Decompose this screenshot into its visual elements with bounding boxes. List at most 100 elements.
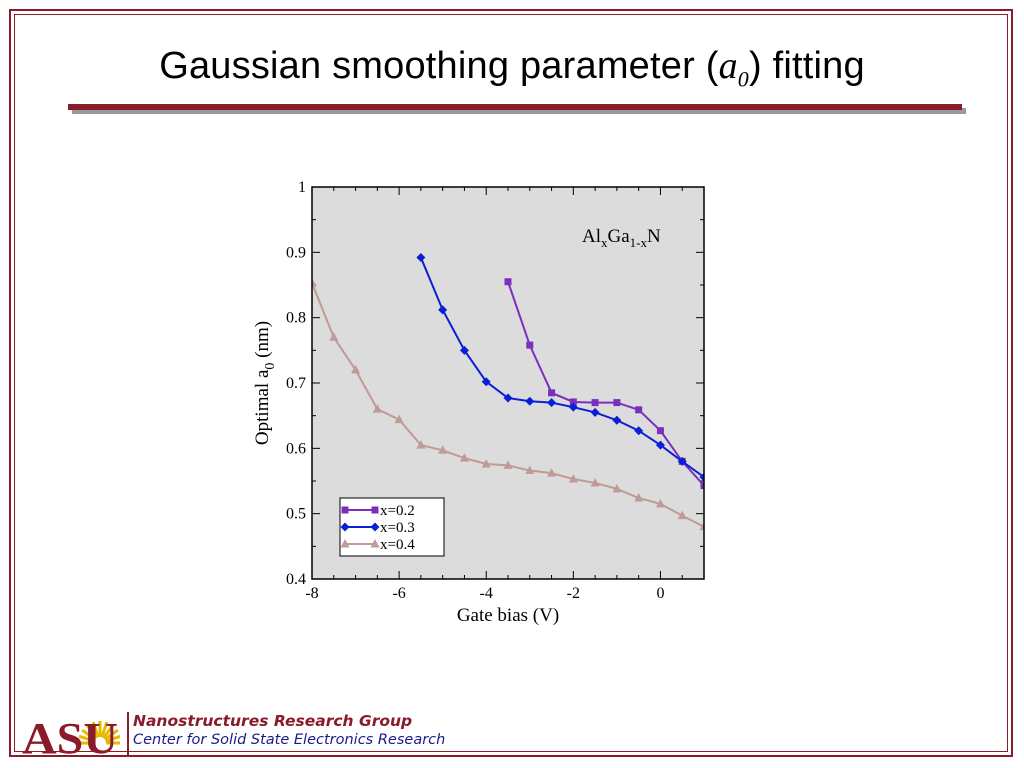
y-axis-label-start: Optimal a bbox=[252, 369, 273, 445]
logo-ray bbox=[81, 728, 97, 741]
logo-ray bbox=[78, 734, 95, 743]
slide-title-end: ) fitting bbox=[748, 45, 865, 87]
data-point bbox=[635, 406, 643, 414]
data-point bbox=[699, 521, 704, 531]
data-point bbox=[459, 345, 469, 355]
data-point bbox=[591, 399, 599, 407]
x-tick-label: -2 bbox=[567, 585, 580, 602]
data-point bbox=[525, 465, 535, 475]
data-point bbox=[590, 407, 600, 417]
data-point bbox=[547, 398, 557, 408]
title-symbol: a0 bbox=[718, 45, 749, 92]
legend-label: x=0.3 bbox=[380, 520, 415, 536]
data-point bbox=[329, 332, 339, 341]
title-symbol-sub: 0 bbox=[737, 66, 749, 92]
logo-ray bbox=[85, 724, 98, 740]
data-point bbox=[526, 341, 534, 349]
x-tick-label: 0 bbox=[656, 585, 664, 602]
title-symbol-base: a bbox=[718, 45, 738, 87]
logo-lettering: ASU bbox=[22, 714, 118, 755]
data-point bbox=[525, 396, 535, 406]
y-tick-label: 0.4 bbox=[286, 571, 306, 588]
footer-group-name: Nanostructures Research Group bbox=[133, 712, 413, 730]
data-point bbox=[612, 415, 622, 425]
annotation-part: 1-x bbox=[630, 235, 648, 250]
annotation-part: N bbox=[647, 226, 661, 247]
y-tick-label: 1 bbox=[298, 179, 306, 196]
slide-frame-inner bbox=[14, 14, 1008, 752]
annotation-part: Ga bbox=[608, 226, 631, 247]
annotation-part: Al bbox=[582, 226, 601, 247]
chart: -8 -6 -4 -2 0 0.4 0.5 0.6 0.7 0.8 0.9 1 Gate bias (V… bbox=[252, 179, 705, 626]
series-x-0-3 bbox=[416, 253, 704, 482]
plot-frame bbox=[311, 186, 705, 580]
data-point bbox=[656, 427, 664, 435]
y-tick-label: 0.8 bbox=[286, 310, 306, 327]
x-tick-label: -4 bbox=[480, 585, 493, 602]
y-tick-label: 0.6 bbox=[286, 440, 306, 457]
data-point bbox=[481, 459, 491, 468]
data-point bbox=[677, 456, 687, 466]
data-point bbox=[613, 399, 621, 407]
data-point bbox=[548, 389, 556, 397]
data-point bbox=[504, 278, 512, 286]
data-point bbox=[590, 477, 600, 487]
title-underline-shadow bbox=[72, 108, 966, 114]
logo-ray bbox=[105, 734, 120, 743]
y-axis-label: Optimal a0 (nm) bbox=[252, 321, 278, 445]
data-point bbox=[438, 445, 448, 454]
data-point bbox=[394, 414, 404, 424]
y-axis-label-sub: 0 bbox=[263, 363, 278, 370]
logo-ray bbox=[102, 724, 115, 740]
data-point bbox=[438, 305, 448, 315]
legend-marker bbox=[371, 506, 379, 514]
slide-title-start: Gaussian smoothing parameter ( bbox=[159, 45, 719, 87]
data-point bbox=[372, 404, 382, 413]
footer-divider bbox=[127, 712, 129, 756]
slide-title: Gaussian smoothing parameter (a0) fittin… bbox=[0, 44, 1024, 93]
data-point bbox=[416, 253, 426, 263]
data-point bbox=[568, 474, 578, 483]
data-point bbox=[503, 460, 513, 469]
legend-marker bbox=[341, 506, 349, 514]
data-point bbox=[655, 498, 665, 508]
x-axis-label: Gate bias (V) bbox=[457, 605, 559, 626]
x-tick-label: -6 bbox=[392, 585, 405, 602]
title-underline bbox=[68, 104, 962, 110]
logo-ray bbox=[103, 728, 119, 741]
y-tick-label: 0.7 bbox=[286, 375, 306, 392]
data-point bbox=[569, 398, 577, 406]
data-point bbox=[699, 472, 704, 482]
data-point bbox=[568, 402, 578, 412]
data-point bbox=[351, 364, 361, 374]
legend-label: x=0.4 bbox=[380, 537, 415, 553]
legend-label: x=0.2 bbox=[380, 503, 415, 519]
data-point bbox=[612, 483, 622, 493]
asu-logo: ASU bbox=[22, 714, 120, 755]
y-tick-label: 0.9 bbox=[286, 244, 306, 261]
data-point bbox=[503, 393, 513, 403]
logo-ray bbox=[91, 721, 100, 738]
legend-marker bbox=[340, 539, 350, 548]
data-point bbox=[634, 426, 644, 436]
data-point bbox=[655, 440, 665, 450]
chart-annotation: AlxGa1-xN bbox=[582, 226, 661, 250]
y-tick-label: 0.5 bbox=[286, 506, 306, 523]
series-line bbox=[507, 281, 704, 487]
data-point bbox=[481, 377, 491, 387]
data-point bbox=[459, 453, 469, 462]
data-point bbox=[634, 492, 644, 502]
legend-marker bbox=[370, 539, 380, 548]
data-point bbox=[312, 278, 317, 287]
data-point bbox=[700, 482, 704, 490]
footer-center-name: Center for Solid State Electronics Resea… bbox=[133, 732, 446, 748]
slide-frame-outer bbox=[9, 9, 1013, 757]
y-axis-label-end: (nm) bbox=[252, 321, 273, 363]
annotation-part: x bbox=[601, 235, 608, 250]
data-point bbox=[416, 440, 426, 449]
logo-sunburst bbox=[78, 721, 120, 745]
series-x-0-4 bbox=[312, 278, 704, 531]
data-point bbox=[547, 468, 557, 477]
legend-marker bbox=[340, 522, 350, 532]
x-tick-label: -8 bbox=[305, 585, 318, 602]
